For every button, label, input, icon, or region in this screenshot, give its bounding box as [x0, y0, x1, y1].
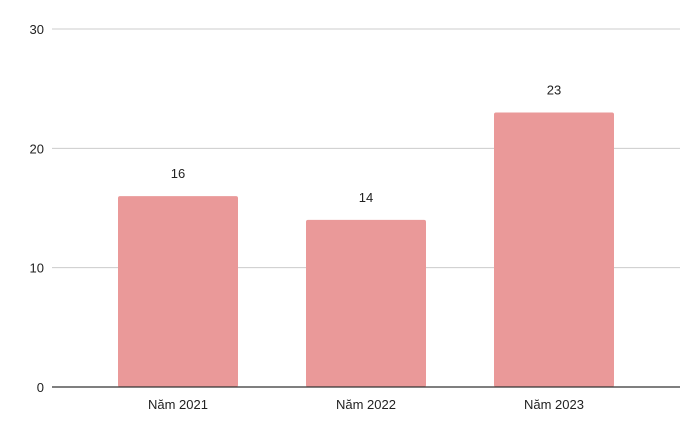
data-label: 14 — [359, 190, 373, 205]
x-tick-label: Năm 2023 — [524, 397, 584, 412]
bar — [494, 112, 614, 388]
y-tick-label: 0 — [37, 380, 44, 395]
bars — [118, 112, 614, 388]
bar — [118, 196, 238, 387]
x-tick-label: Năm 2021 — [148, 397, 208, 412]
y-tick-label: 10 — [30, 261, 44, 276]
y-tick-label: 30 — [30, 22, 44, 37]
data-labels: 16 14 23 — [171, 83, 561, 205]
x-tick-label: Năm 2022 — [336, 397, 396, 412]
data-label: 16 — [171, 166, 185, 181]
bar — [306, 219, 426, 387]
y-tick-label: 20 — [30, 141, 44, 156]
y-axis-ticks: 0 10 20 30 — [30, 22, 44, 395]
x-axis-ticks: Năm 2021 Năm 2022 Năm 2023 — [148, 397, 584, 412]
data-label: 23 — [547, 83, 561, 98]
